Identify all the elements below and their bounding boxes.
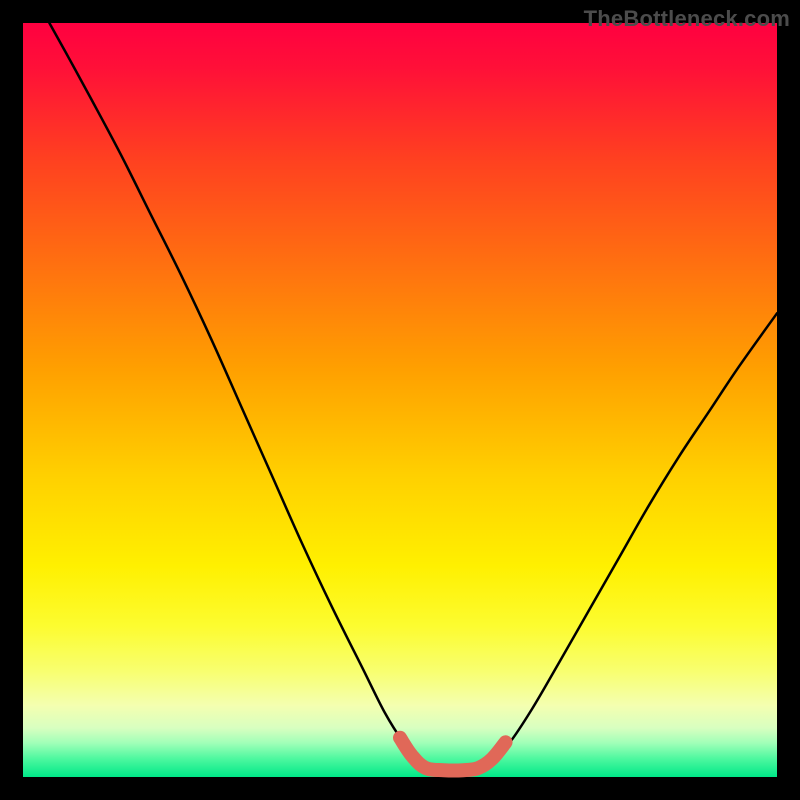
chart-svg [0, 0, 800, 800]
plot-background [23, 23, 777, 777]
watermark-text: TheBottleneck.com [584, 6, 790, 32]
chart-container: TheBottleneck.com [0, 0, 800, 800]
